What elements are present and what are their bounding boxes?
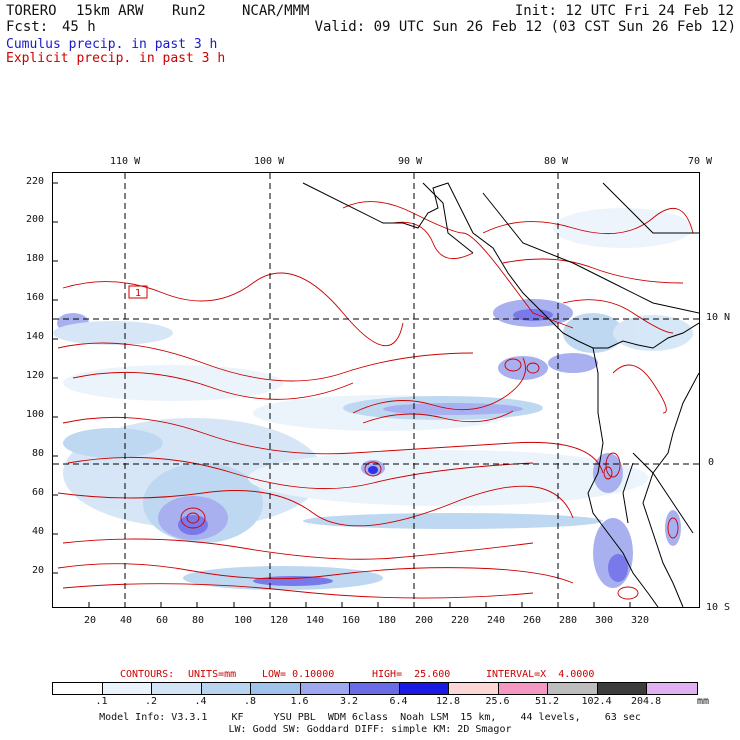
cumulus-precip-shading (53, 208, 693, 590)
colorbar-label: .2 (145, 696, 158, 707)
model-resolution: 15km ARW (76, 3, 144, 19)
colorbar-swatch (350, 683, 400, 694)
contours-prefix: CONTOURS: (120, 669, 175, 680)
x-tick: 320 (631, 615, 650, 626)
y-tick: 20 (32, 565, 45, 576)
colorbar-label: 102.4 (581, 696, 612, 707)
cumulus-legend: Cumulus precip. in past 3 h (6, 37, 218, 52)
contour-info: CONTOURS: UNITS=mm LOW= 0.10000 HIGH= 25… (0, 669, 740, 735)
explicit-precip-contours (57, 201, 694, 600)
colorbar-label: 25.6 (485, 696, 510, 707)
precipitation-map: 1 (52, 172, 700, 608)
x-tick: 180 (378, 615, 397, 626)
forecast-label: Fcst: (6, 19, 49, 35)
explicit-legend: Explicit precip. in past 3 h (6, 51, 226, 66)
colorbar-unit: mm (697, 696, 710, 707)
contours-units: UNITS=mm (188, 669, 237, 680)
x-tick: 300 (595, 615, 614, 626)
forecast-hours: 45 h (62, 19, 96, 35)
y-tick: 60 (32, 487, 45, 498)
x-tick: 100 (234, 615, 253, 626)
model-name: TORERO (6, 3, 57, 19)
lon-label-90w: 90 W (398, 156, 423, 167)
colorbar-label: 204.8 (631, 696, 662, 707)
y-tick: 80 (32, 448, 45, 459)
colorbar-swatch (102, 683, 152, 694)
lon-label-110w: 110 W (110, 156, 141, 167)
x-tick: 280 (559, 615, 578, 626)
colorbar-label: .1 (95, 696, 108, 707)
colorbar-label: 12.8 (436, 696, 461, 707)
y-tick: 200 (26, 214, 45, 225)
color-scale-bar (52, 682, 698, 695)
lon-label-100w: 100 W (254, 156, 285, 167)
organization: NCAR/MMM (242, 3, 310, 19)
colorbar-swatch (53, 683, 103, 694)
colorbar-swatch (201, 683, 251, 694)
contours-interval: INTERVAL=X 4.0000 (486, 669, 595, 680)
y-tick: 220 (26, 176, 45, 187)
colorbar-swatch (152, 683, 202, 694)
y-tick: 100 (26, 409, 45, 420)
lat-label-10n: 10 N (706, 312, 731, 323)
lon-label-80w: 80 W (544, 156, 569, 167)
coastlines (302, 182, 699, 607)
x-tick: 40 (120, 615, 133, 626)
x-tick: 220 (451, 615, 470, 626)
contours-high: HIGH= 25.600 (372, 669, 451, 680)
y-tick: 40 (32, 526, 45, 537)
box-marker (128, 285, 148, 299)
y-tick: 140 (26, 331, 45, 342)
model-info-line2: LW: Godd SW: Goddard DIFF: simple KM: 2D… (228, 724, 512, 735)
colorbar-label: 1.6 (290, 696, 309, 707)
colorbar-label: .8 (244, 696, 257, 707)
colorbar-label: .4 (194, 696, 207, 707)
x-tick: 240 (487, 615, 506, 626)
lat-label-0: 0 (708, 457, 715, 468)
x-tick: 260 (523, 615, 542, 626)
init-time: Init: 12 UTC Fri 24 Feb 12 (514, 3, 734, 19)
colorbar-swatch (597, 683, 647, 694)
contours-low: LOW= 0.10000 (262, 669, 335, 680)
colorbar-label: 51.2 (535, 696, 560, 707)
x-tick: 60 (156, 615, 169, 626)
lat-label-10s: 10 S (706, 602, 731, 613)
frame-ticks (53, 182, 631, 607)
colorbar-swatch (251, 683, 301, 694)
colorbar-label: 6.4 (389, 696, 408, 707)
x-tick: 140 (306, 615, 325, 626)
colorbar-swatch (449, 683, 499, 694)
valid-time: Valid: 09 UTC Sun 26 Feb 12 (03 CST Sun … (314, 19, 736, 35)
y-tick: 180 (26, 253, 45, 264)
colorbar-label: 3.2 (340, 696, 359, 707)
x-tick: 160 (342, 615, 361, 626)
x-tick: 200 (415, 615, 434, 626)
colorbar-swatch (300, 683, 350, 694)
x-tick: 20 (84, 615, 97, 626)
run-label: Run2 (172, 3, 206, 19)
map-canvas: 1 (53, 173, 699, 607)
lat-lon-grid (53, 173, 699, 607)
lon-label-70w: 70 W (688, 156, 713, 167)
colorbar-swatch (647, 683, 697, 694)
y-tick: 160 (26, 292, 45, 303)
x-tick: 80 (192, 615, 205, 626)
model-info-line1: Model Info: V3.3.1 KF YSU PBL WDM 6class… (99, 712, 641, 723)
y-tick: 120 (26, 370, 45, 381)
x-tick: 120 (270, 615, 289, 626)
colorbar-swatch (399, 683, 449, 694)
colorbar-swatch (548, 683, 598, 694)
colorbar-swatch (498, 683, 548, 694)
box-marker-label: 1 (135, 288, 141, 299)
